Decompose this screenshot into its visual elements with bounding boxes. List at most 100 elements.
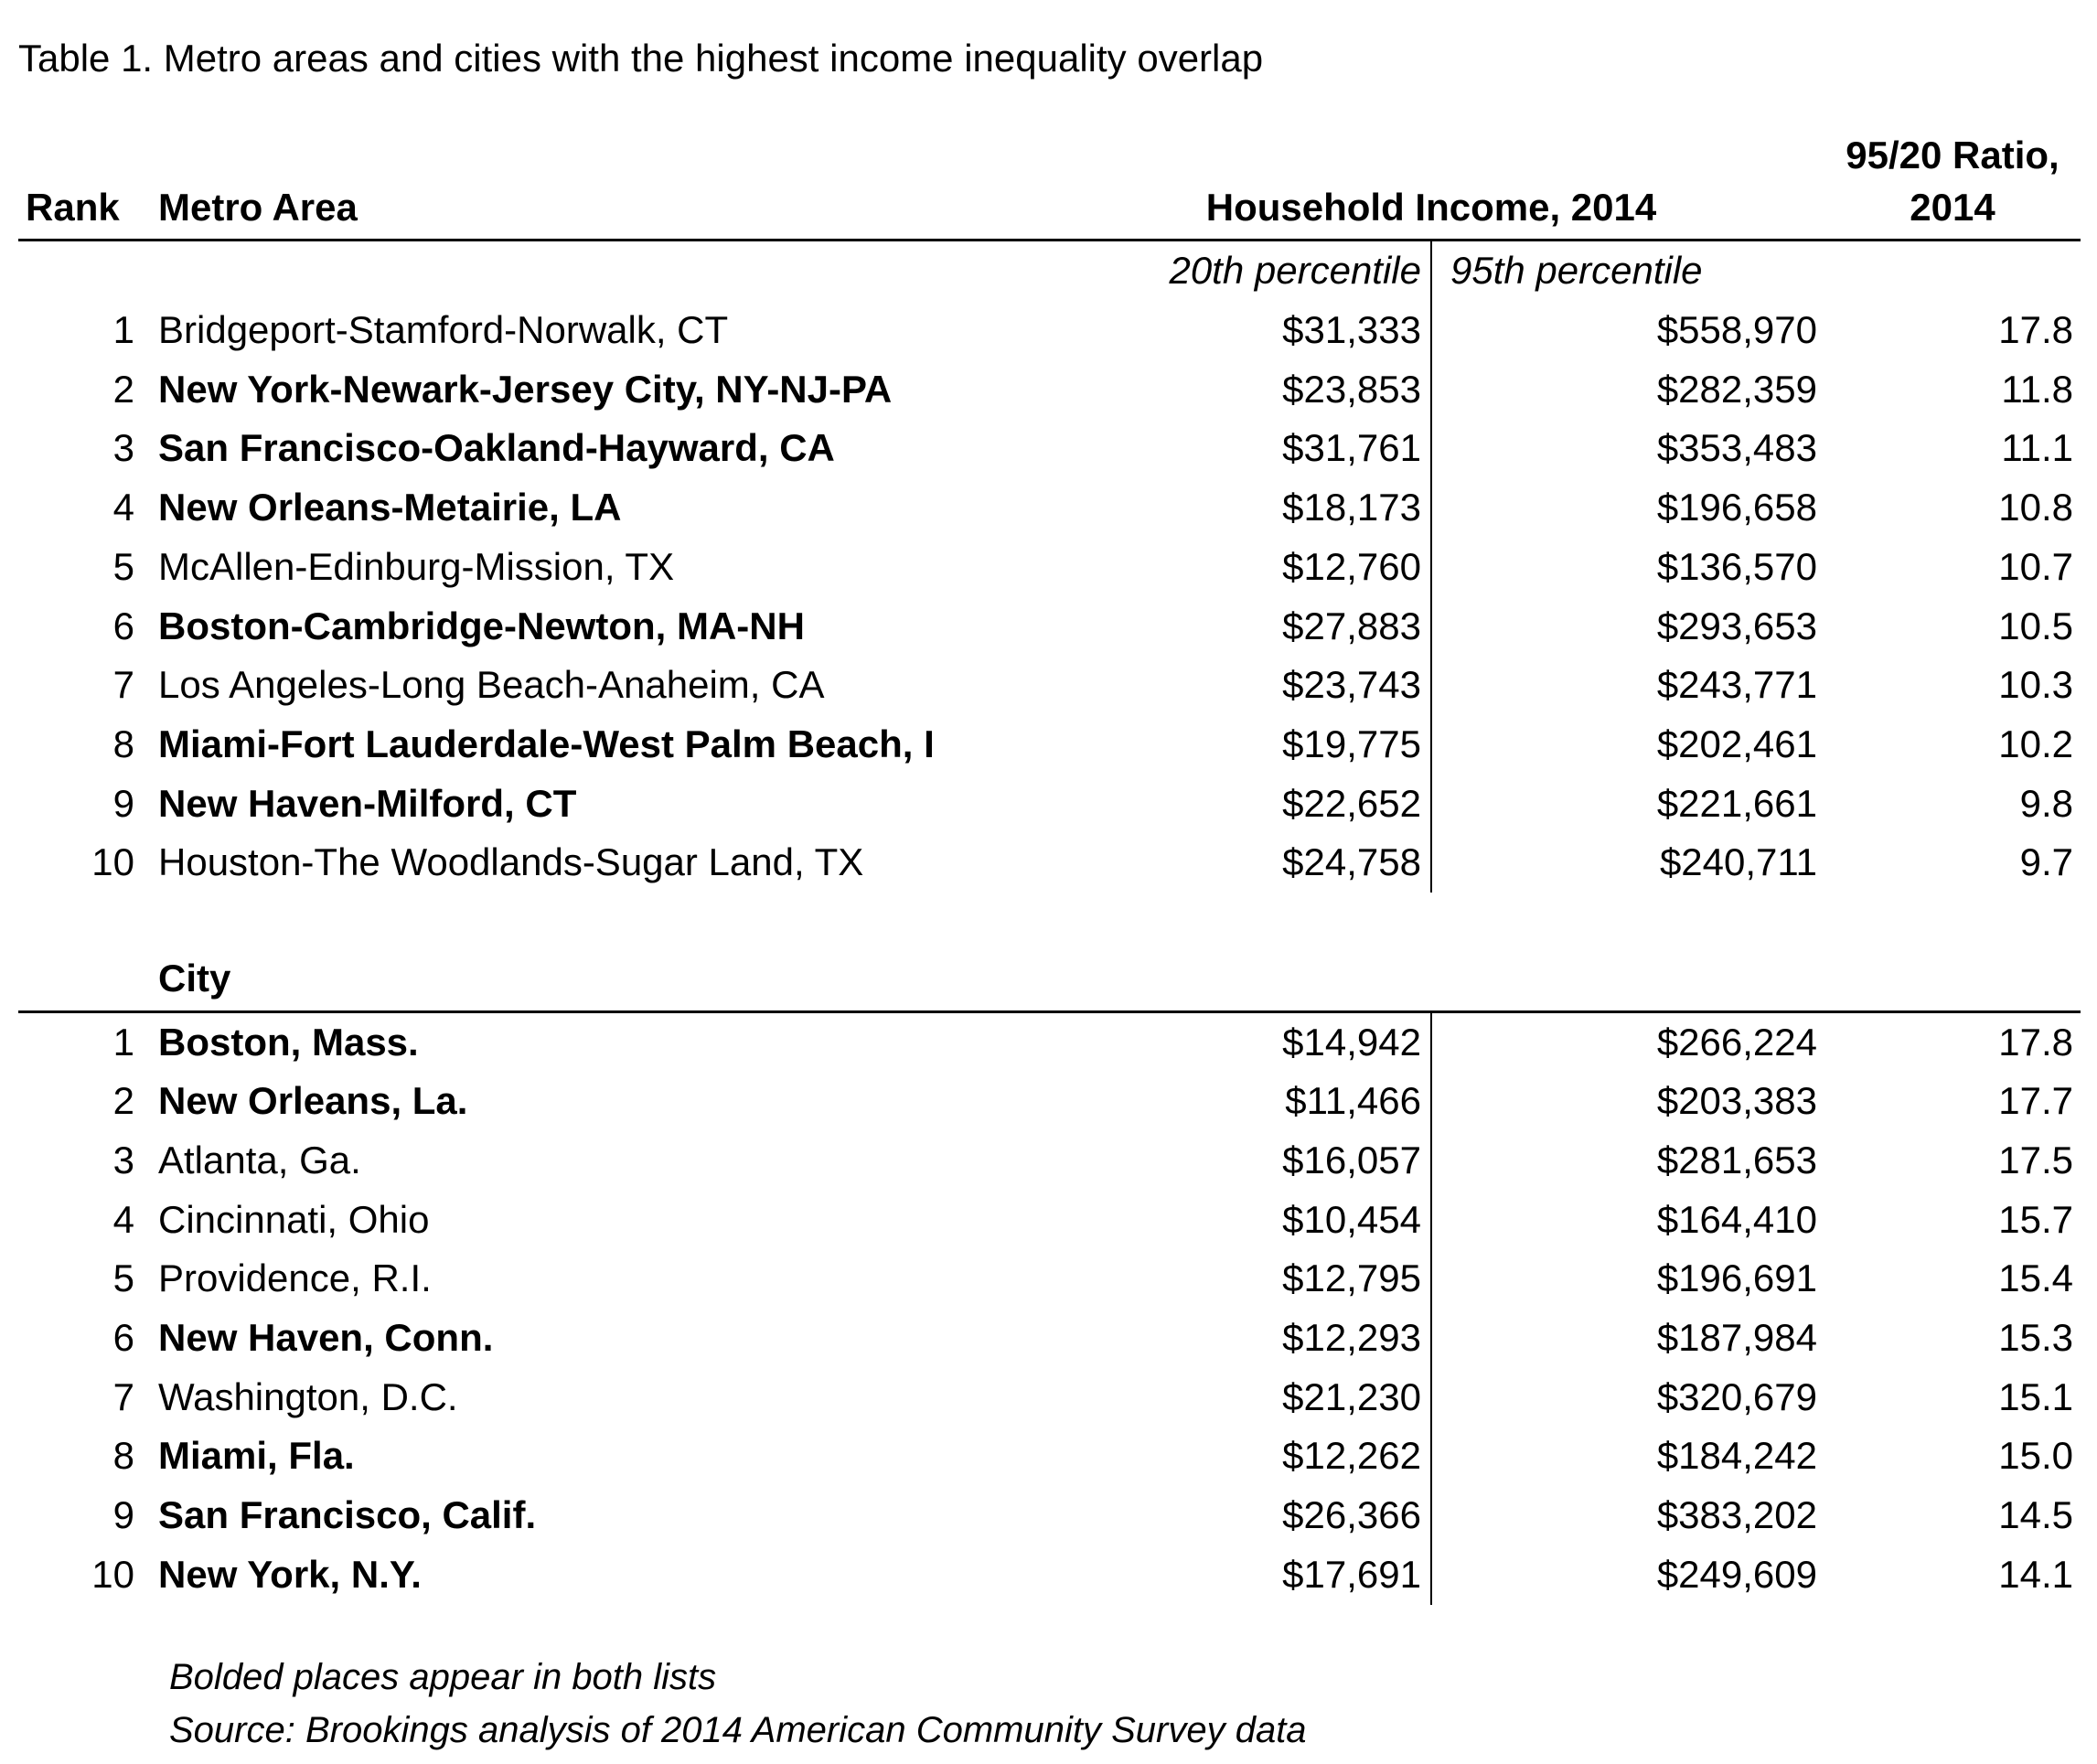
table-row: 7Washington, D.C.$21,230$320,67915.1 [18,1368,2081,1427]
ratio-cell: 10.3 [1824,656,2081,715]
rank-cell: 8 [18,1427,151,1486]
table-row: 8Miami, Fla.$12,262$184,24215.0 [18,1427,2081,1486]
table-row: 4Cincinnati, Ohio$10,454$164,41015.7 [18,1191,2081,1250]
p95-cell: $187,984 [1431,1309,1824,1368]
ratio-cell: 10.2 [1824,715,2081,775]
name-cell: Washington, D.C. [151,1368,1038,1427]
table-row: 10New York, N.Y.$17,691$249,60914.1 [18,1545,2081,1605]
ratio-cell: 15.3 [1824,1309,2081,1368]
table-row: 9San Francisco, Calif.$26,366$383,20214.… [18,1486,2081,1545]
name-cell: New York-Newark-Jersey City, NY-NJ-PA [151,360,1038,420]
name-cell: Miami-Fort Lauderdale-West Palm Beach, I [151,715,1038,775]
col-ratio: 95/20 Ratio, 2014 [1824,126,2081,241]
rank-cell: 8 [18,715,151,775]
p95-cell: $196,658 [1431,478,1824,538]
name-cell: Atlanta, Ga. [151,1131,1038,1191]
p20-cell: $12,760 [1038,538,1431,597]
p95-cell: $196,691 [1431,1249,1824,1309]
ratio-cell: 10.7 [1824,538,2081,597]
table-row: 2New Orleans, La.$11,466$203,38317.7 [18,1072,2081,1131]
rank-cell: 3 [18,419,151,478]
p95-cell: $249,609 [1431,1545,1824,1605]
table-row: 6Boston-Cambridge-Newton, MA-NH$27,883$2… [18,597,2081,657]
ratio-cell: 14.5 [1824,1486,2081,1545]
col-rank: Rank [18,126,151,241]
ratio-cell: 11.1 [1824,419,2081,478]
rank-cell: 6 [18,597,151,657]
table-row: 9New Haven-Milford, CT$22,652$221,6619.8 [18,775,2081,834]
p20-cell: $10,454 [1038,1191,1431,1250]
rank-cell: 9 [18,1486,151,1545]
rank-cell: 5 [18,1249,151,1309]
footnote-source: Source: Brookings analysis of 2014 Ameri… [169,1704,2070,1757]
p20-cell: $31,761 [1038,419,1431,478]
table-row: 6New Haven, Conn.$12,293$187,98415.3 [18,1309,2081,1368]
ratio-cell: 10.8 [1824,478,2081,538]
p20-cell: $12,795 [1038,1249,1431,1309]
name-cell: New Orleans-Metairie, LA [151,478,1038,538]
table-row: 3San Francisco-Oakland-Hayward, CA$31,76… [18,419,2081,478]
ratio-cell: 17.5 [1824,1131,2081,1191]
rank-cell: 4 [18,478,151,538]
header-row: Rank Metro Area Household Income, 2014 9… [18,126,2081,241]
rank-cell: 5 [18,538,151,597]
ratio-cell: 17.8 [1824,1011,2081,1072]
rank-cell: 2 [18,360,151,420]
p20-cell: $17,691 [1038,1545,1431,1605]
p95-cell: $136,570 [1431,538,1824,597]
city-header-row: City [18,944,2081,1011]
p20-cell: $23,743 [1038,656,1431,715]
p95-cell: $164,410 [1431,1191,1824,1250]
name-cell: Boston, Mass. [151,1011,1038,1072]
p20-cell: $11,466 [1038,1072,1431,1131]
col-metro: Metro Area [151,126,1038,241]
rank-cell: 9 [18,775,151,834]
p20-cell: $18,173 [1038,478,1431,538]
p95-cell: $266,224 [1431,1011,1824,1072]
inequality-table: Rank Metro Area Household Income, 2014 9… [18,126,2081,1605]
col-city: City [151,944,1038,1011]
name-cell: McAllen-Edinburg-Mission, TX [151,538,1038,597]
ratio-cell: 15.4 [1824,1249,2081,1309]
rank-cell: 1 [18,301,151,360]
p20-cell: $31,333 [1038,301,1431,360]
name-cell: New York, N.Y. [151,1545,1038,1605]
name-cell: Providence, R.I. [151,1249,1038,1309]
p95-cell: $320,679 [1431,1368,1824,1427]
table-row: 10Houston-The Woodlands-Sugar Land, TX$2… [18,833,2081,893]
p95-cell: $282,359 [1431,360,1824,420]
p20-cell: $14,942 [1038,1011,1431,1072]
name-cell: Los Angeles-Long Beach-Anaheim, CA [151,656,1038,715]
name-cell: Houston-The Woodlands-Sugar Land, TX [151,833,1038,893]
p95-cell: $202,461 [1431,715,1824,775]
p95-cell: $240,711 [1431,833,1824,893]
table-row: 5Providence, R.I.$12,795$196,69115.4 [18,1249,2081,1309]
rank-cell: 7 [18,656,151,715]
rank-cell: 1 [18,1011,151,1072]
name-cell: San Francisco-Oakland-Hayward, CA [151,419,1038,478]
ratio-cell: 15.7 [1824,1191,2081,1250]
footnote-bold: Bolded places appear in both lists [169,1651,2070,1704]
rank-cell: 10 [18,1545,151,1605]
rank-cell: 4 [18,1191,151,1250]
table-row: 4New Orleans-Metairie, LA$18,173$196,658… [18,478,2081,538]
subheader-row: 20th percentile 95th percentile [18,241,2081,301]
p95-cell: $383,202 [1431,1486,1824,1545]
p20-cell: $12,262 [1038,1427,1431,1486]
name-cell: New Orleans, La. [151,1072,1038,1131]
ratio-cell: 15.1 [1824,1368,2081,1427]
p95-cell: $353,483 [1431,419,1824,478]
p20-cell: $26,366 [1038,1486,1431,1545]
table-row: 2New York-Newark-Jersey City, NY-NJ-PA $2… [18,360,2081,420]
name-cell: Bridgeport-Stamford-Norwalk, CT [151,301,1038,360]
table-title: Table 1. Metro areas and cities with the… [18,37,2070,80]
footnotes: Bolded places appear in both lists Sourc… [169,1651,2070,1757]
p95-cell: $243,771 [1431,656,1824,715]
p95-cell: $281,653 [1431,1131,1824,1191]
rank-cell: 7 [18,1368,151,1427]
ratio-cell: 11.8 [1824,360,2081,420]
ratio-cell: 14.1 [1824,1545,2081,1605]
p20-cell: $24,758 [1038,833,1431,893]
col-household-income: Household Income, 2014 [1038,126,1824,241]
col-95th: 95th percentile [1431,241,1824,301]
